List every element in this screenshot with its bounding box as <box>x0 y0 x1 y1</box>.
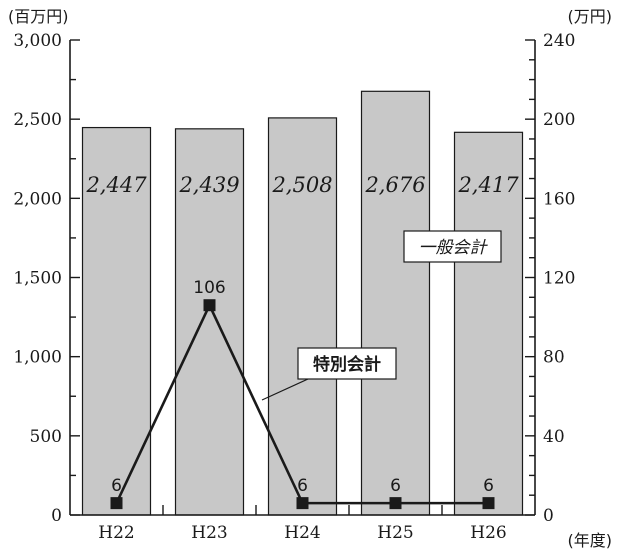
line-marker-H23 <box>203 299 216 312</box>
axes-layer <box>69 39 536 516</box>
line-value-label: 6 <box>390 476 401 496</box>
left-tick-label: 2,500 <box>13 110 62 130</box>
line-value-label: 106 <box>193 278 225 298</box>
x-tick-label: H22 <box>98 523 134 543</box>
legend-label-line: 特別会計 <box>313 354 381 375</box>
line-marker-H22 <box>110 497 123 510</box>
bar-H24 <box>267 117 338 516</box>
left-tick-label: 3,000 <box>13 31 62 51</box>
callout-box-bar <box>403 230 502 263</box>
line-value-label: 6 <box>483 476 494 496</box>
x-axis-unit: (年度) <box>568 531 613 549</box>
left-tick-label: 500 <box>30 427 62 447</box>
x-tick-label: H25 <box>377 523 413 543</box>
bar-H26 <box>453 131 524 516</box>
line-marker-H24 <box>296 497 309 510</box>
line-value-label: 6 <box>297 476 308 496</box>
right-axis-unit: (万円) <box>568 7 613 26</box>
right-tick-label: 80 <box>543 348 565 368</box>
right-tick-label: 40 <box>543 427 565 447</box>
bar-H22 <box>81 126 152 516</box>
left-tick-label: 2,000 <box>13 189 62 209</box>
line-value-label: 6 <box>111 476 122 496</box>
right-tick-label: 0 <box>543 506 554 526</box>
text-layer: 0 500 1,000 1,500 2,000 2,500 3,000 0 40 80 120 160… <box>8 7 612 549</box>
right-tick-label: 160 <box>543 189 575 209</box>
left-axis-unit: (百万円) <box>8 7 69 26</box>
x-tick-label: H26 <box>470 523 506 543</box>
line-marker-H25 <box>389 497 402 510</box>
bar-value-label: 2,508 <box>271 173 332 197</box>
line-layer <box>110 299 495 510</box>
right-tick-label: 120 <box>543 269 575 289</box>
x-tick-label: H24 <box>284 523 320 543</box>
left-tick-label: 0 <box>51 506 62 526</box>
line-marker-H26 <box>482 497 495 510</box>
legend-label-bar: 一般会計 <box>419 238 489 258</box>
x-tick-label: H23 <box>191 523 227 543</box>
bar-value-label: 2,447 <box>85 173 147 197</box>
callout-leader-line <box>261 378 309 401</box>
bar-value-label: 2,676 <box>364 173 425 197</box>
callout-box-line <box>297 347 397 380</box>
bar-H25 <box>360 90 431 516</box>
bar-H23 <box>174 128 245 516</box>
bars-layer <box>81 90 524 516</box>
left-tick-label: 1,000 <box>13 348 62 368</box>
bar-value-label: 2,439 <box>178 173 239 197</box>
left-tick-label: 1,500 <box>13 269 62 289</box>
bar-value-label: 2,417 <box>457 173 519 197</box>
right-tick-label: 200 <box>543 110 575 130</box>
right-tick-label: 240 <box>543 31 575 51</box>
